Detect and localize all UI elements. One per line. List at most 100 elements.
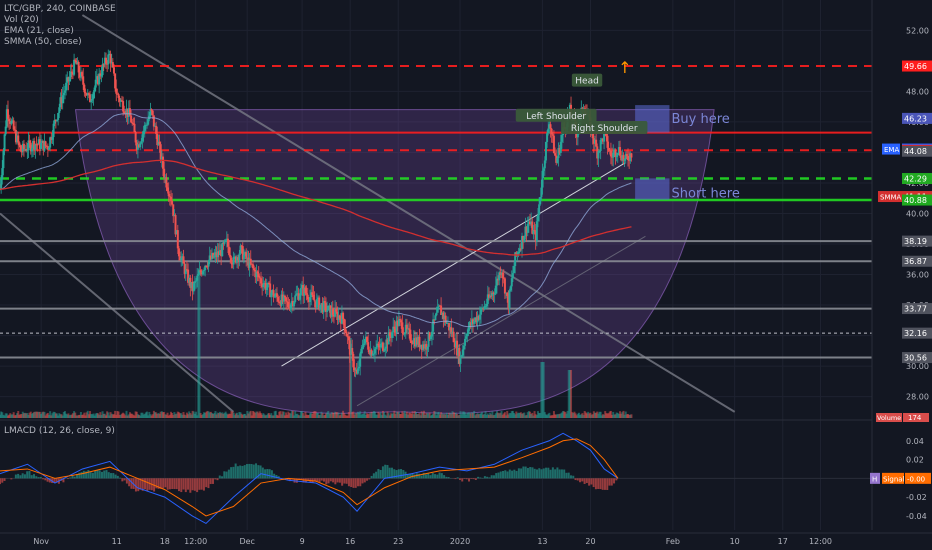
volume-bar	[453, 412, 456, 418]
candle-body	[608, 150, 611, 152]
candle-body	[68, 77, 71, 82]
volume-bar	[518, 412, 521, 418]
volume-bar	[617, 413, 620, 418]
candle-body	[362, 343, 365, 348]
candle-body	[412, 338, 415, 344]
candle-body	[457, 347, 460, 356]
volume-bar	[401, 411, 404, 418]
y-tick-label: 36.00	[906, 271, 929, 280]
volume-bar	[449, 412, 452, 418]
volume-bar	[487, 414, 490, 418]
volume-bar	[443, 413, 446, 418]
candle-body	[410, 340, 413, 344]
macd-histogram-bar	[316, 478, 319, 482]
candle-body	[41, 140, 44, 143]
volume-bar	[319, 414, 322, 418]
volume-bar	[199, 413, 202, 418]
volume-bar	[3, 415, 6, 418]
volume-bar	[389, 413, 392, 418]
candle-body	[484, 306, 487, 308]
volume-bar	[527, 411, 530, 418]
candle-body	[448, 322, 451, 331]
candle-body	[255, 271, 258, 278]
y-tick-label: 40.00	[906, 209, 929, 218]
volume-bar	[238, 412, 241, 418]
candle-body	[388, 332, 391, 337]
volume-bar	[257, 413, 260, 418]
candle-body	[33, 140, 36, 150]
candle-body	[260, 278, 263, 284]
macd-histogram-bar	[576, 478, 579, 481]
candle-body	[258, 277, 261, 279]
volume-bar	[590, 414, 593, 418]
volume-bar	[231, 411, 234, 418]
volume-bar	[247, 413, 250, 418]
chart-legend: LTC/GBP, 240, COINBASE Vol (20) EMA (21,…	[4, 4, 116, 48]
macd-histogram-bar	[395, 470, 398, 479]
macd-histogram-bar	[39, 476, 42, 479]
candle-body	[29, 142, 32, 152]
candle-body	[557, 148, 560, 159]
macd-histogram-bar	[184, 478, 187, 493]
candle-body	[107, 54, 110, 65]
macd-histogram-bar	[289, 478, 292, 482]
volume-bar	[232, 412, 235, 418]
volume-bar	[20, 414, 23, 418]
candle-body	[249, 258, 252, 264]
volume-bar	[485, 414, 488, 418]
volume-bar	[35, 411, 38, 418]
candle-body	[419, 344, 422, 348]
volume-bar	[253, 411, 256, 418]
candle-body	[441, 312, 444, 315]
candle-body	[483, 306, 486, 310]
volume-bar	[604, 411, 607, 418]
candle-body	[151, 110, 154, 116]
volume-bar	[481, 411, 484, 418]
volume-bar	[428, 412, 431, 418]
candle-body	[252, 264, 255, 269]
candle-body	[364, 336, 367, 339]
candle-body	[621, 155, 624, 161]
volume-bar	[250, 415, 253, 418]
candle-body	[430, 331, 433, 337]
candle-body	[109, 54, 112, 64]
macd-histogram-bar	[19, 475, 22, 479]
macd-histogram-bar	[470, 478, 473, 479]
candle-body	[20, 151, 23, 153]
candle-body	[250, 263, 253, 265]
candle-body	[231, 262, 234, 265]
candle-body	[6, 109, 9, 119]
candle-body	[482, 308, 485, 310]
candle-body	[147, 119, 150, 125]
volume-bar	[523, 412, 526, 418]
macd-histogram-bar	[266, 468, 269, 479]
macd-histogram-bar	[504, 470, 507, 479]
candle-body	[481, 308, 484, 310]
candle-body	[198, 270, 201, 274]
candle-body	[508, 290, 511, 309]
volume-bar	[71, 413, 74, 418]
volume-bar	[264, 415, 267, 418]
volume-bar	[288, 412, 291, 418]
candle-body	[614, 150, 617, 158]
volume-bar	[370, 411, 373, 418]
candle-body	[335, 308, 338, 312]
candle-body	[353, 367, 356, 371]
macd-histogram-bar	[28, 471, 31, 479]
macd-histogram-bar	[388, 467, 391, 479]
candle-body	[472, 319, 475, 324]
volume-bar	[494, 413, 497, 418]
volume-bar	[538, 413, 541, 418]
volume-bar	[386, 411, 389, 418]
candle-body	[226, 238, 229, 247]
candle-body	[46, 146, 49, 150]
volume-bar	[547, 413, 550, 418]
candle-body	[555, 155, 558, 163]
volume-bar	[184, 415, 187, 418]
volume-bar	[391, 413, 394, 418]
volume-bar	[599, 411, 602, 418]
pattern-label-bg	[571, 73, 603, 87]
volume-bar	[335, 412, 338, 418]
macd-histogram-bar	[103, 470, 106, 479]
